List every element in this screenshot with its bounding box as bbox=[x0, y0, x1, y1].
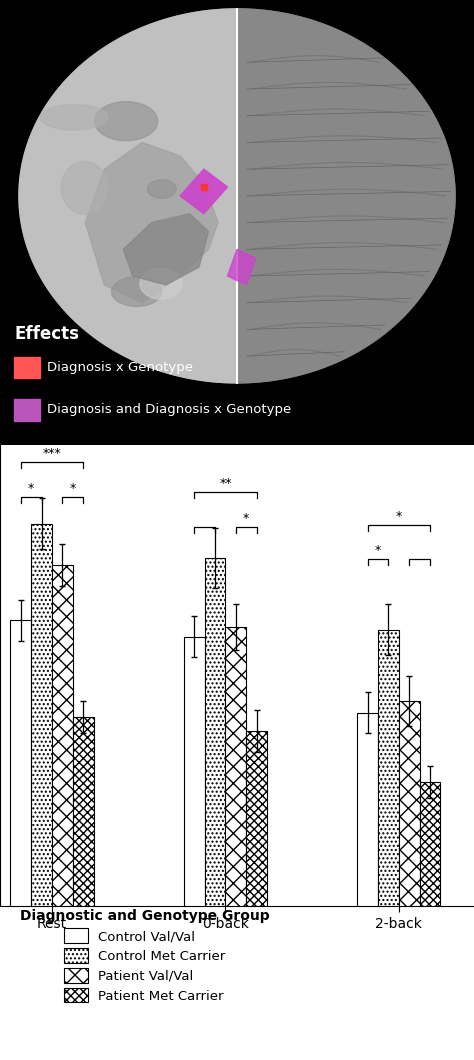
Text: Effects: Effects bbox=[14, 325, 79, 343]
Text: *: * bbox=[396, 510, 402, 523]
Bar bbox=[31, 524, 52, 906]
Bar bbox=[357, 712, 378, 906]
Polygon shape bbox=[147, 180, 176, 198]
Text: Diagnosis x Genotype: Diagnosis x Genotype bbox=[47, 360, 193, 374]
Bar bbox=[399, 701, 419, 906]
Polygon shape bbox=[19, 8, 455, 383]
Bar bbox=[10, 620, 31, 906]
Polygon shape bbox=[228, 249, 256, 285]
Text: *: * bbox=[243, 512, 249, 525]
Bar bbox=[419, 782, 440, 906]
Bar bbox=[14, 400, 40, 421]
Polygon shape bbox=[123, 214, 209, 285]
Text: **: ** bbox=[219, 477, 232, 491]
Bar bbox=[246, 731, 267, 906]
Polygon shape bbox=[111, 277, 162, 306]
Bar bbox=[378, 630, 399, 906]
Text: *: * bbox=[70, 482, 76, 495]
Bar bbox=[205, 559, 226, 906]
Polygon shape bbox=[40, 105, 108, 130]
Polygon shape bbox=[85, 142, 218, 303]
Polygon shape bbox=[61, 161, 108, 214]
Bar bbox=[226, 628, 246, 906]
Text: *: * bbox=[375, 544, 381, 558]
Polygon shape bbox=[140, 268, 182, 299]
Bar bbox=[73, 718, 94, 906]
Text: ***: *** bbox=[43, 447, 62, 460]
Legend: Control Val/Val, Control Met Carrier, Patient Val/Val, Patient Met Carrier: Control Val/Val, Control Met Carrier, Pa… bbox=[16, 905, 273, 1007]
Polygon shape bbox=[237, 8, 455, 383]
Bar bbox=[184, 637, 205, 906]
Polygon shape bbox=[19, 8, 237, 383]
Text: Diagnosis and Diagnosis x Genotype: Diagnosis and Diagnosis x Genotype bbox=[47, 403, 292, 417]
Bar bbox=[52, 565, 73, 906]
Bar bbox=[14, 357, 40, 378]
Text: *: * bbox=[28, 482, 34, 495]
Polygon shape bbox=[180, 170, 228, 214]
Polygon shape bbox=[95, 102, 158, 141]
